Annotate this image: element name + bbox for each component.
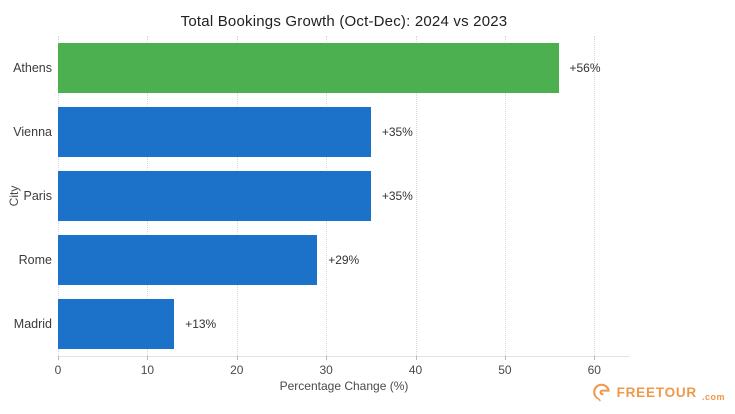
xtick-label-0: 0 <box>54 363 62 377</box>
bar-vienna <box>58 107 371 157</box>
bar-rome <box>58 235 318 285</box>
x-axis-title: Percentage Change (%) <box>279 379 409 393</box>
xtick-label-30: 30 <box>319 363 333 377</box>
brand-name: FREETOUR <box>616 385 697 400</box>
bar-madrid <box>58 299 175 349</box>
chart-title: Total Bookings Growth (Oct-Dec): 2024 vs… <box>180 13 508 30</box>
x-tick-mark <box>326 356 328 360</box>
xtick-label-20: 20 <box>230 363 244 377</box>
bar-value-label: +35% <box>381 125 413 139</box>
bar-paris <box>58 171 371 221</box>
x-tick-mark <box>147 356 149 360</box>
gridline <box>415 36 417 356</box>
gridline <box>594 36 596 356</box>
bar-value-label: +35% <box>381 189 413 203</box>
x-tick-mark <box>236 356 238 360</box>
xtick-label-10: 10 <box>140 363 155 377</box>
plot-area: +56% +35% +35% +29% +13% <box>58 36 630 356</box>
bar-athens <box>58 43 559 93</box>
x-tick-mark <box>415 356 417 360</box>
y-axis-title: City <box>7 185 21 207</box>
x-axis-line <box>58 356 630 357</box>
x-tick-mark <box>58 356 59 360</box>
bar-value-label: +56% <box>569 61 601 75</box>
gridline <box>504 36 506 356</box>
bar-value-label: +29% <box>328 253 360 267</box>
bar-value-label: +13% <box>185 317 217 331</box>
freetour-logo: FREETOUR .com <box>591 382 725 403</box>
xtick-label-50: 50 <box>498 363 512 377</box>
x-tick-mark <box>504 356 506 360</box>
xtick-label-60: 60 <box>587 363 601 377</box>
xtick-label-40: 40 <box>408 363 423 377</box>
brand-suffix: .com <box>701 392 725 402</box>
x-tick-mark <box>594 356 596 360</box>
freetour-swirl-icon <box>591 382 612 403</box>
